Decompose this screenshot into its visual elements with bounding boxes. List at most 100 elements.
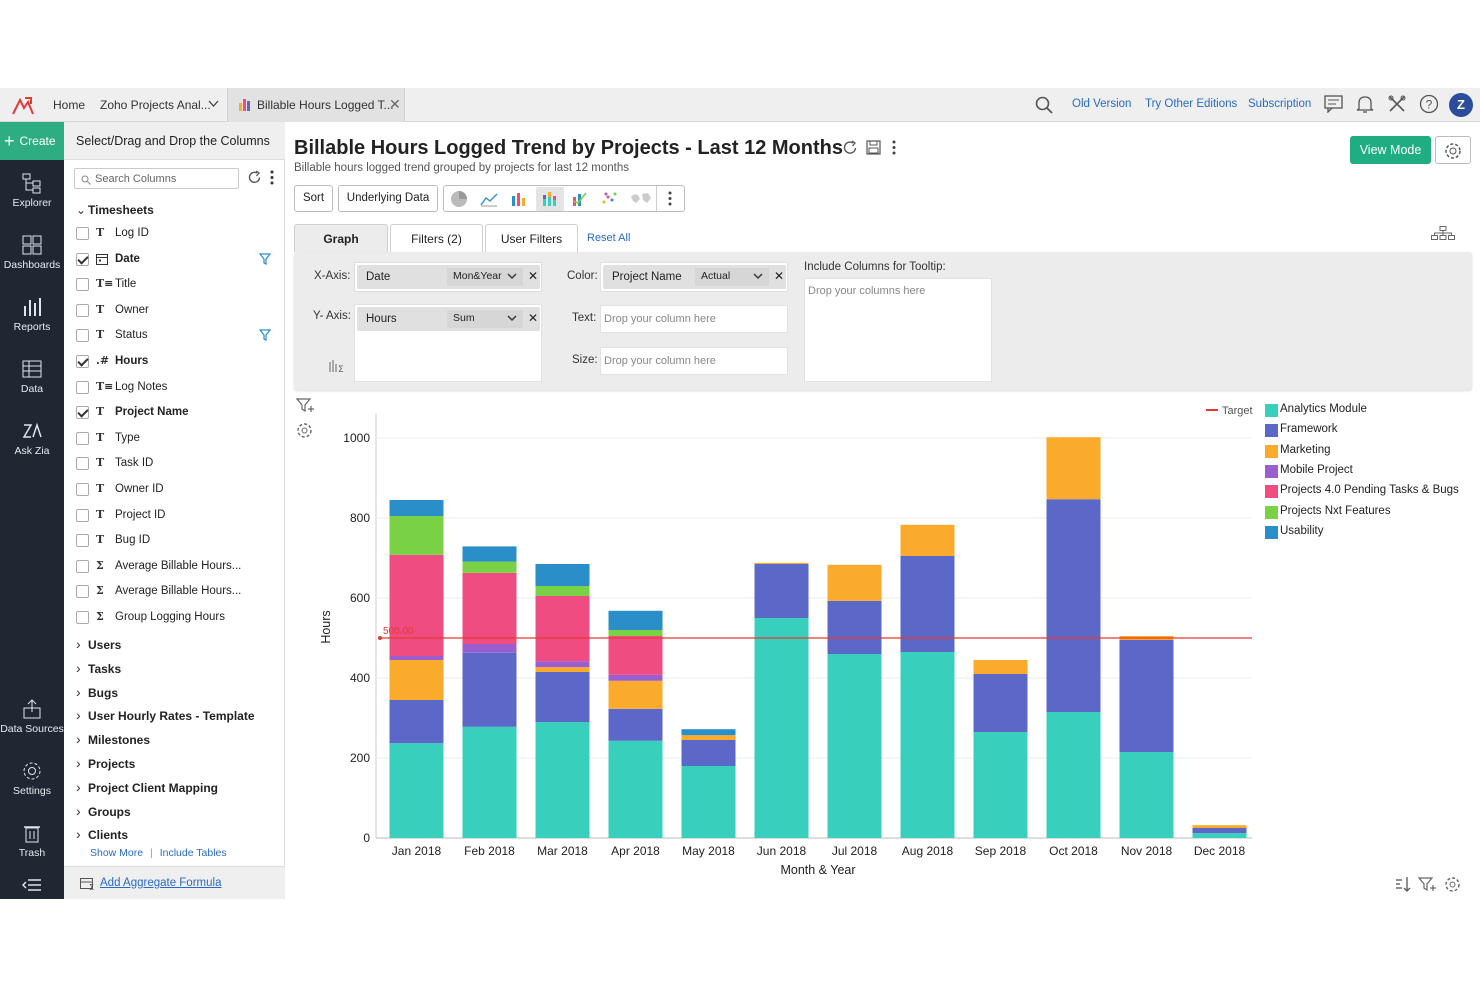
bar-segment[interactable] [608,674,663,681]
filter-icon[interactable] [259,329,271,341]
field-row[interactable]: T Owner ID [76,482,276,500]
bar-segment[interactable] [608,636,663,675]
field-row[interactable]: T≡ Log Notes [76,380,276,398]
active-report-tab[interactable]: Billable Hours Logged T... ✕ [227,88,405,122]
hierarchy-icon[interactable] [1431,226,1455,240]
bar-segment[interactable] [462,572,517,644]
field-row[interactable]: Σ Average Billable Hours... [76,584,276,602]
collapse-menu-icon[interactable] [22,878,42,892]
save-icon[interactable] [866,140,881,155]
gear-icon[interactable] [1444,876,1461,893]
bar-segment[interactable] [1046,712,1101,838]
remove-color-field-icon[interactable]: ✕ [774,269,785,283]
include-tables-link[interactable]: Include Tables [159,847,227,859]
group-item[interactable]: › Projects [76,755,135,771]
field-row[interactable]: T Status [76,328,276,346]
tab-graph[interactable]: Graph [294,224,388,252]
bar-segment[interactable] [462,652,517,727]
reset-all-link[interactable]: Reset All [587,232,631,244]
bar-segment[interactable] [681,766,736,838]
workspace-tab[interactable]: Zoho Projects Anal... [100,98,211,112]
search-columns-input[interactable]: Search Columns [74,168,239,189]
bar-segment[interactable] [1046,437,1101,500]
group-item[interactable]: › Project Client Mapping [76,779,218,795]
bar-segment[interactable] [462,644,517,653]
bar-segment[interactable] [1046,499,1101,712]
settings-button[interactable] [1435,136,1471,164]
filter-add-icon[interactable] [296,397,316,414]
field-checkbox[interactable] [76,253,89,266]
field-checkbox[interactable] [76,585,89,598]
bar-segment[interactable] [1192,828,1247,834]
field-checkbox[interactable] [76,406,89,419]
sort-axis-icon[interactable] [1394,876,1412,892]
field-checkbox[interactable] [76,534,89,547]
group-timesheets[interactable]: ⌄ Timesheets [76,203,154,217]
bar-segment[interactable] [608,630,663,636]
nav-ask-zia[interactable]: Ask Zia [0,420,64,457]
bar-segment[interactable] [608,680,663,709]
bar-segment[interactable] [1192,833,1247,838]
field-checkbox[interactable] [76,560,89,573]
group-item[interactable]: › Bugs [76,684,118,700]
bar-segment[interactable] [900,652,955,838]
bar-segment[interactable] [754,564,809,618]
nav-settings[interactable]: Settings [0,760,64,797]
y-axis-pill[interactable]: Hours Sum ✕ [357,307,540,331]
bar-segment[interactable] [754,562,809,564]
x-axis-dropzone[interactable]: Date Mon&Year ✕ [354,262,542,292]
underlying-data-button[interactable]: Underlying Data [338,185,438,212]
pie-chart-icon[interactable] [450,190,468,208]
group-item[interactable]: › Milestones [76,731,150,747]
field-row[interactable]: T Owner [76,303,276,321]
field-checkbox[interactable] [76,611,89,624]
bar-segment[interactable] [535,661,590,668]
refresh-icon[interactable] [247,170,262,185]
avatar[interactable]: Z [1449,93,1473,117]
try-other-editions-link[interactable]: Try Other Editions [1145,98,1238,110]
bar-segment[interactable] [608,610,663,630]
group-item[interactable]: › User Hourly Rates - Template [76,707,255,723]
bar-segment[interactable] [535,564,590,586]
report-title[interactable]: Billable Hours Logged Trend by Projects … [294,137,843,159]
bar-segment[interactable] [389,500,444,516]
bar-segment[interactable] [827,600,882,654]
field-row[interactable]: T≡ Title [76,277,276,295]
field-checkbox[interactable] [76,457,89,470]
field-checkbox[interactable] [76,483,89,496]
show-more-link[interactable]: Show More [90,847,144,859]
bar-segment[interactable] [389,700,444,744]
field-row[interactable]: T Bug ID [76,533,276,551]
nav-reports[interactable]: Reports [0,296,64,333]
nav-data-sources[interactable]: Data Sources [0,698,64,735]
bar-segment[interactable] [1119,640,1174,752]
group-item[interactable]: › Tasks [76,660,121,676]
help-icon[interactable]: ? [1419,94,1439,114]
color-dropzone[interactable]: Project Name Actual ✕ [600,262,788,292]
bar-segment[interactable] [973,660,1028,674]
map-chart-icon[interactable] [630,191,652,207]
field-checkbox[interactable] [76,432,89,445]
bar-segment[interactable] [389,660,444,700]
zoho-analytics-logo-icon[interactable] [11,94,35,116]
field-checkbox[interactable] [76,329,89,342]
tooltip-dropzone[interactable]: Drop your columns here [804,278,992,382]
field-row[interactable]: T Log ID [76,226,276,244]
bar-segment[interactable] [1192,825,1247,828]
field-row[interactable]: Σ Group Logging Hours [76,610,276,628]
tab-filters[interactable]: Filters (2) [390,224,483,252]
bar-segment[interactable] [389,516,444,555]
bar-segment[interactable] [681,735,736,740]
text-dropzone[interactable]: Drop your column here [600,305,788,333]
field-row[interactable]: T Task ID [76,456,276,474]
line-chart-icon[interactable] [480,191,498,207]
x-axis-pill[interactable]: Date Mon&Year ✕ [357,265,540,289]
bell-icon[interactable] [1356,95,1374,113]
stacked-bar-chart-selected[interactable] [536,187,564,211]
remove-x-field-icon[interactable]: ✕ [528,269,539,283]
view-mode-button[interactable]: View Mode [1350,136,1431,164]
group-item[interactable]: › Clients [76,826,128,842]
x-axis-function-select[interactable]: Mon&Year [447,268,523,286]
bar-segment[interactable] [608,740,663,838]
bar-segment[interactable] [462,546,517,562]
